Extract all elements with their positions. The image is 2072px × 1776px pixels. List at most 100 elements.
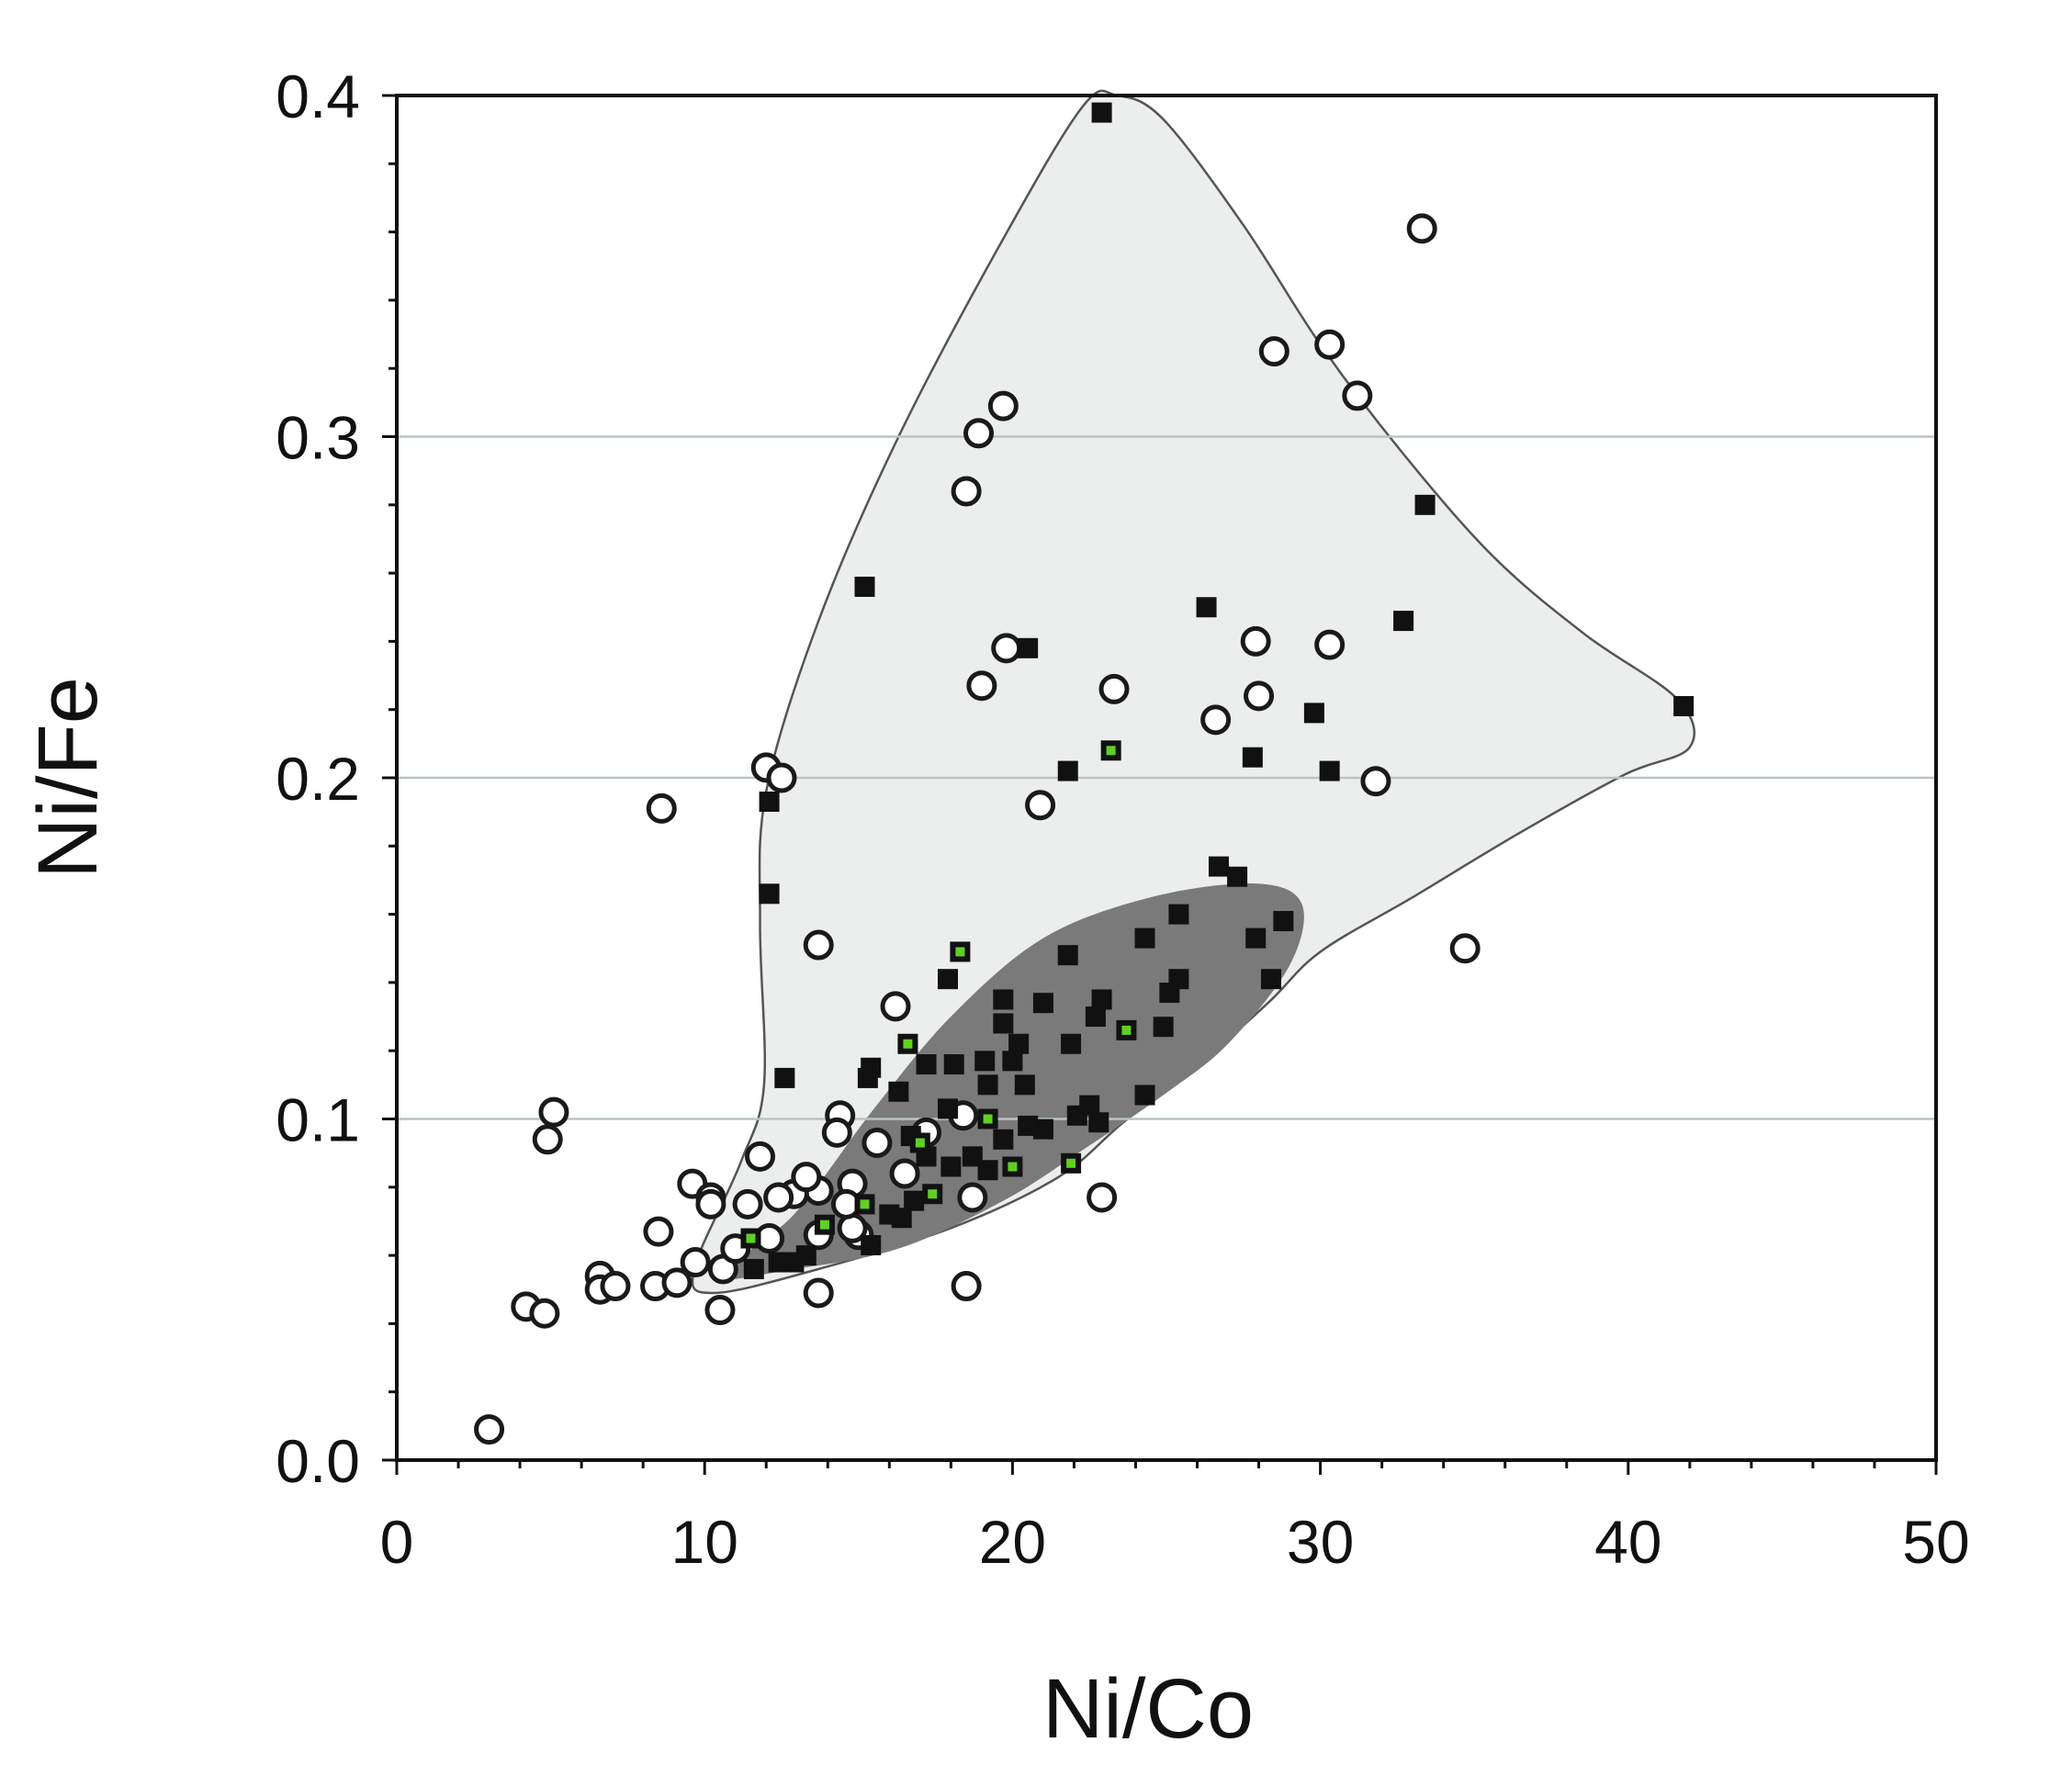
open-circle-point <box>600 1271 631 1302</box>
open-circle-point <box>695 1188 726 1220</box>
open-circle-point <box>1342 380 1373 411</box>
filled-square-point <box>1168 904 1189 925</box>
open-circle-point <box>643 1216 674 1247</box>
green-square-center <box>1121 1025 1132 1035</box>
filled-square-point <box>1088 1112 1109 1133</box>
filled-square-point <box>1018 637 1039 658</box>
filled-square-point <box>1393 611 1414 632</box>
green-square-center <box>1066 1158 1076 1168</box>
filled-square-point <box>1014 1074 1035 1096</box>
filled-square-point <box>977 1074 998 1096</box>
filled-square-point <box>1057 945 1078 966</box>
filled-square-point <box>774 1067 795 1088</box>
x-tick-label: 30 <box>1287 1508 1354 1576</box>
open-circle-point <box>680 1247 711 1278</box>
open-circle-point <box>987 390 1019 422</box>
open-circle-point <box>803 1277 834 1309</box>
x-axis-label: Ni/Co <box>1042 1662 1254 1756</box>
filled-square-point <box>1134 1085 1155 1106</box>
data-points <box>474 102 1695 1445</box>
green-square-center <box>983 1114 993 1124</box>
open-circle-point <box>951 1271 982 1302</box>
filled-square-point <box>854 576 875 597</box>
filled-square-point <box>1153 1017 1174 1038</box>
filled-square-point <box>1159 983 1180 1004</box>
open-circle-point <box>763 1182 794 1213</box>
open-circle-point <box>966 670 997 702</box>
open-circle-point <box>963 418 995 449</box>
axes: 0 10 20 30 40 50 0.0 0.1 0.2 0.3 0.4 <box>276 62 1969 1576</box>
gridlines <box>397 435 1936 1120</box>
filled-square-point <box>888 1081 909 1102</box>
filled-square-point <box>1303 703 1324 724</box>
filled-square-point <box>1061 1033 1082 1054</box>
open-circle-point <box>957 1182 988 1213</box>
open-circle-point <box>803 929 834 961</box>
filled-square-point <box>904 1190 925 1211</box>
open-circle-point <box>661 1267 693 1298</box>
open-circle-point <box>1360 766 1391 797</box>
y-axis-label: Ni/Fe <box>21 677 115 879</box>
open-circle-point <box>1314 629 1346 660</box>
filled-square-point <box>1091 989 1112 1010</box>
open-circle-point <box>1200 704 1232 736</box>
filled-square-point <box>1319 760 1340 781</box>
open-circle-point <box>538 1096 569 1128</box>
open-circle-point <box>880 991 911 1022</box>
filled-square-point <box>1032 1118 1053 1140</box>
filled-square-point <box>938 969 959 990</box>
open-circle-point <box>991 633 1022 664</box>
green-square-center <box>819 1220 829 1230</box>
open-circle-point <box>1406 213 1437 244</box>
filled-square-point <box>1227 866 1248 887</box>
filled-square-point <box>1242 747 1263 768</box>
filled-square-point <box>1273 911 1294 932</box>
filled-square-point <box>1208 856 1229 877</box>
x-tick-label: 10 <box>670 1508 738 1576</box>
filled-square-point <box>1260 969 1281 990</box>
x-tick-label: 0 <box>380 1508 414 1576</box>
green-square-center <box>915 1138 925 1148</box>
green-square-center <box>1106 746 1116 756</box>
filled-square-point <box>1032 993 1053 1014</box>
filled-square-point <box>1008 1033 1030 1054</box>
filled-square-point <box>1414 494 1436 515</box>
y-tick-label: 0.0 <box>276 1427 360 1495</box>
green-square-center <box>1008 1162 1018 1172</box>
open-circle-point <box>1258 336 1289 367</box>
filled-square-point <box>993 1013 1014 1034</box>
x-tick-label: 40 <box>1594 1508 1661 1576</box>
filled-square-point <box>1245 927 1267 949</box>
open-circle-point <box>791 1162 822 1193</box>
y-tick-label: 0.3 <box>276 404 360 472</box>
filled-square-point <box>1134 927 1155 949</box>
filled-square-point <box>783 1252 805 1273</box>
filled-square-point <box>940 1156 962 1177</box>
open-circle-point <box>732 1188 763 1220</box>
filled-square-point <box>857 1067 878 1088</box>
filled-square-point <box>879 1204 900 1225</box>
filled-square-point <box>1018 1115 1039 1136</box>
open-circle-point <box>951 476 982 507</box>
filled-square-point <box>768 1252 789 1273</box>
open-circle-point <box>766 762 797 793</box>
filled-square-point <box>993 1129 1014 1150</box>
y-tick-label: 0.4 <box>276 62 360 130</box>
filled-square-point <box>759 883 780 905</box>
open-circle-point <box>704 1295 736 1326</box>
filled-square-point <box>743 1258 764 1279</box>
x-tick-label: 50 <box>1902 1508 1969 1576</box>
open-circle-point <box>745 1141 776 1172</box>
open-circle-point <box>1449 933 1481 964</box>
green-square-center <box>860 1199 870 1209</box>
filled-square-point <box>861 1234 882 1255</box>
filled-square-point <box>1091 102 1112 123</box>
filled-square-point <box>1002 1051 1023 1072</box>
open-circle-point <box>1087 1182 1118 1213</box>
y-tick-label: 0.1 <box>276 1086 360 1154</box>
open-circle-point <box>1244 680 1275 712</box>
open-circle-point <box>646 792 677 824</box>
filled-square-point <box>938 1098 959 1119</box>
open-circle-point <box>1025 790 1056 821</box>
open-circle-point <box>532 1124 563 1155</box>
